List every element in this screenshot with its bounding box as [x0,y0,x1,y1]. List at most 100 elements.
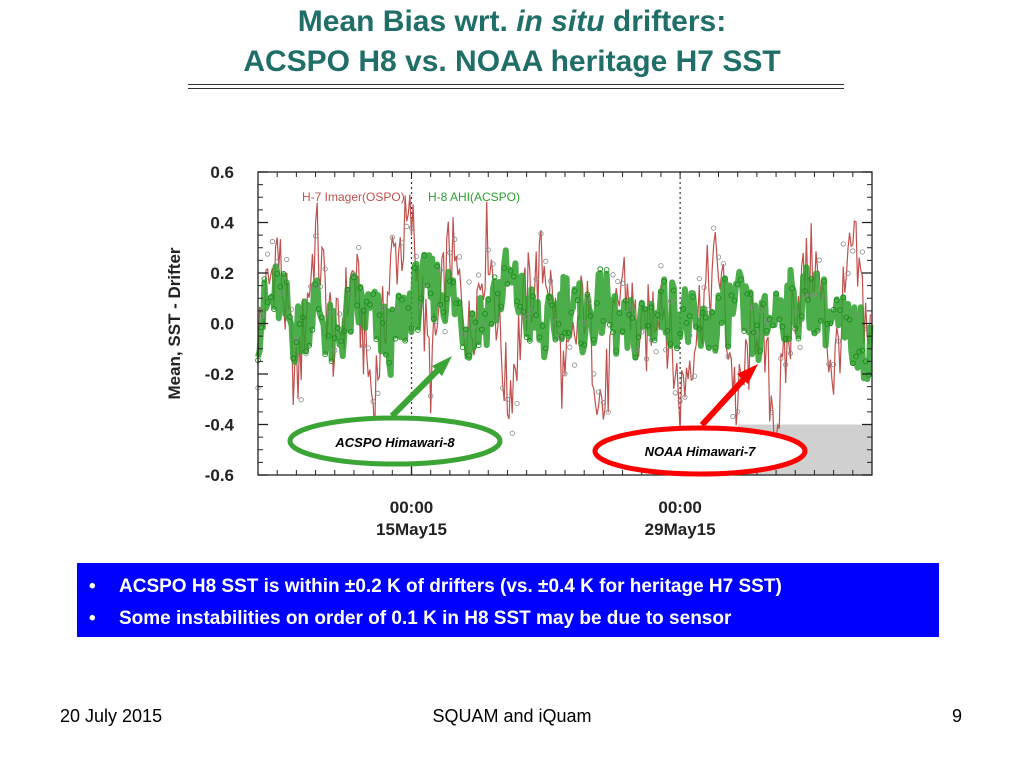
acspo-arrow [389,365,443,419]
x-tick-label: 29May15 [645,520,716,539]
scatter-point-h7 [384,318,391,324]
scatter-point-h8 [776,316,783,323]
scatter-point-h7 [610,272,616,278]
scatter-point-h7 [288,306,295,312]
scatter-point-h8 [824,321,831,327]
scatter-point-h7 [826,361,832,367]
scatter-point-h8 [494,290,501,297]
bias-timeseries-chart: 0.6 0.4 0.2 0.0 -0.2 -0.4 -0.6 00:00 15May15 00:0… [165,163,874,539]
scatter-point-h8 [849,360,856,367]
scatter-point-h8 [594,300,600,306]
bullet-text: ACSPO H8 SST is within ±0.2 K of drifter… [119,576,782,597]
scatter-point-h8 [379,320,386,326]
scatter-point-h7 [495,317,501,324]
scatter-point-h7 [711,225,717,231]
scatter-point-h8 [718,320,725,326]
scatter-point-h8 [645,322,651,329]
scatter-point-h8 [814,327,821,334]
scatter-point-h8 [722,276,728,282]
scatter-point-h8 [789,285,795,292]
scatter-point-h7 [859,249,866,255]
scatter-point-h8 [616,310,623,317]
scatter-point-h8 [482,311,488,317]
scatter-point-h8 [488,320,495,327]
scatter-point-h7 [562,371,568,377]
scatter-point-h7 [855,312,861,318]
scatter-point-h8 [539,323,546,329]
scatter-point-h8 [443,296,450,302]
scatter-point-h8 [466,352,472,359]
scatter-point-h8 [427,290,434,297]
scatter-point-h7 [466,279,472,285]
footer-date: 20 July 2015 [60,706,163,726]
scatter-point-h7 [619,280,626,286]
scatter-point-h8 [859,347,866,354]
scatter-point-h8 [779,323,786,330]
scatter-point-h7 [404,223,410,230]
scatter-point-h8 [299,314,306,321]
scatter-point-h7 [370,398,376,405]
scatter-point-h8 [533,312,540,318]
scatter-point-h8 [296,321,303,327]
scatter-point-h8 [853,353,859,360]
scatter-point-h8 [411,265,418,271]
scatter-point-h7 [811,292,818,298]
scatter-point-h8 [549,302,556,309]
scatter-point-h7 [816,257,822,263]
scatter-point-h8 [351,274,357,281]
scatter-point-h8 [654,312,661,318]
scatter-point-h8 [770,322,776,329]
legend-entry-h8: H-8 AHI(ACSPO) [428,190,520,204]
title-italic-text: in situ [516,5,605,38]
scatter-point-h8 [578,340,584,347]
scatter-point-h7 [715,254,722,260]
scatter-point-h7 [663,347,669,353]
scatter-point-h7 [322,266,328,272]
scatter-point-h8 [450,279,456,286]
scatter-point-h8 [677,330,683,337]
scatter-point-h7 [629,305,635,311]
scatter-point-h8 [485,297,492,303]
scatter-point-h8 [328,358,335,365]
scatter-point-h7 [754,331,760,337]
y-tick-label: -0.4 [205,416,235,435]
scatter-point-h8 [322,351,329,358]
scatter-point-h7 [687,332,693,339]
scatter-point-h7 [528,308,535,314]
noaa-ellipse [592,425,808,477]
scatter-point-h8 [347,329,354,335]
scatter-point-h8 [603,267,610,273]
scatter-point-h8 [798,313,805,319]
scatter-point-h7 [783,362,789,368]
scatter-point-h8 [856,348,863,355]
scatter-point-h8 [750,329,757,336]
scatter-point-h7 [298,397,304,403]
scatter-point-h8 [661,278,667,285]
title-text: Mean Bias wrt. [297,5,517,38]
scatter-point-h8 [558,334,565,340]
legend-entry-h7: H-7 Imager(OSPO) [302,190,405,204]
scatter-point-h8 [491,274,498,281]
scatter-point-h8 [597,266,604,272]
scatter-point-h7 [696,276,702,282]
scatter-point-h7 [524,314,530,320]
scatter-point-h8 [510,273,517,280]
acspo-label: ACSPO Himawari-8 [334,435,455,450]
scatter-point-h8 [344,286,351,293]
scatter-point-h7 [591,371,597,377]
x-tick-label: 00:00 [390,498,433,517]
scatter-point-h8 [546,294,552,301]
scatter-point-h7 [312,233,319,239]
scatter-point-h7 [701,284,707,291]
title-divider [188,84,844,85]
scatter-point-h8 [693,324,699,330]
scatter-point-h8 [747,291,754,297]
scatter-point-h8 [696,325,703,332]
acspo-ellipse [287,415,503,467]
scatter-point-h8 [801,288,808,294]
scatter-point-h7 [548,278,554,284]
scatter-point-h7 [437,267,443,273]
scatter-point-h8 [635,334,642,341]
scatter-point-h8 [472,319,479,326]
scatter-point-h8 [587,313,594,319]
